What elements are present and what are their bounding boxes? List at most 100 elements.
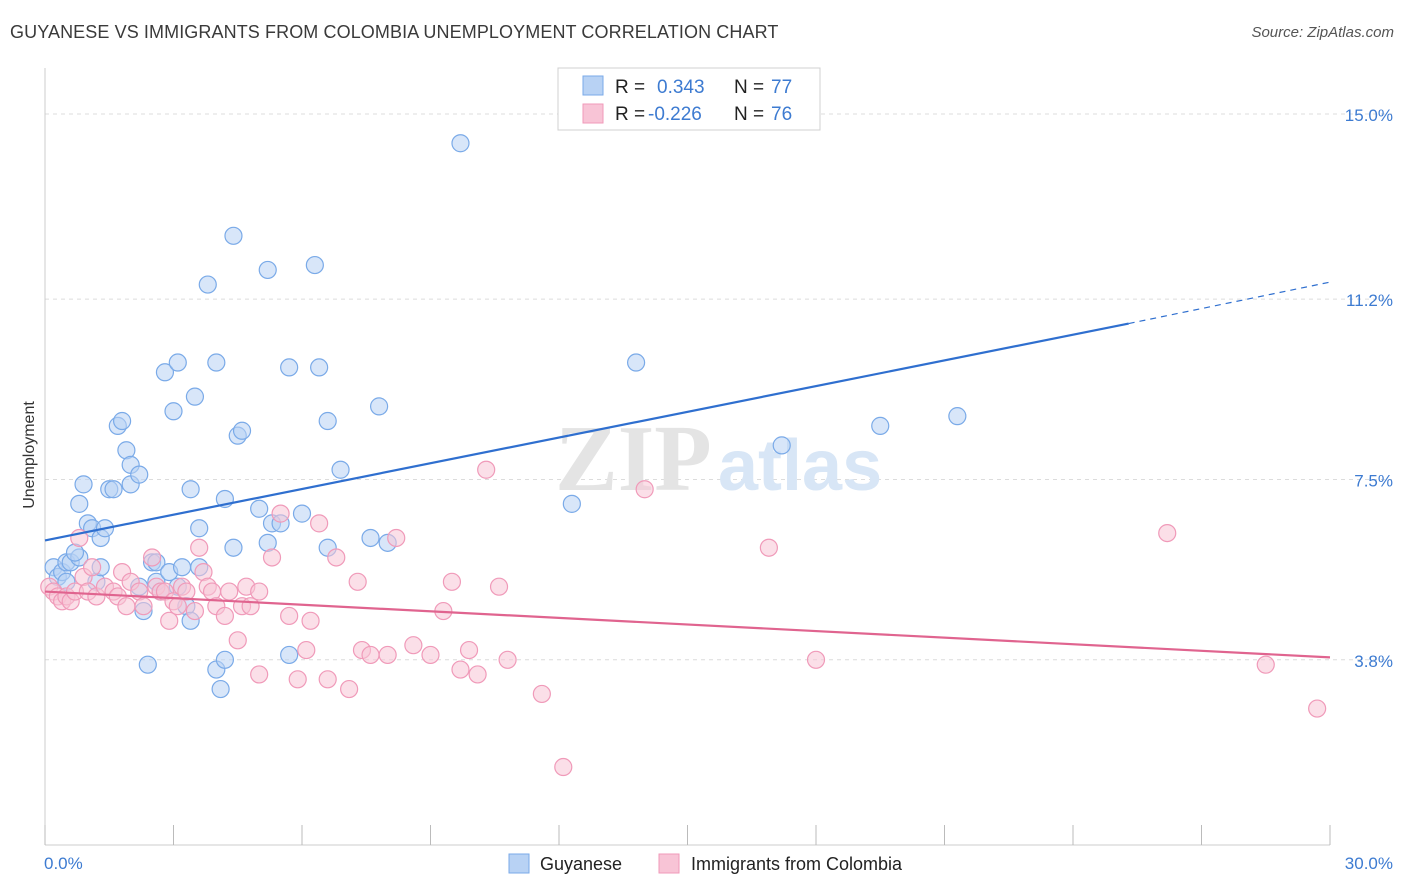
legend-r-value-colombia: -0.226 [648,104,702,125]
legend-n-value-colombia: 76 [771,104,792,125]
point-series-1 [378,645,397,665]
point-series-0 [185,387,205,406]
source-label: Source: ZipAtlas.com [1251,24,1394,41]
watermark: ZIP atlas [555,407,882,511]
point-series-1 [468,665,487,684]
trend-lines [44,281,1331,659]
legend-swatch-guyanese [582,75,604,96]
point-series-1 [806,650,826,669]
point-series-1 [177,582,196,601]
legend-swatch-colombia [582,103,604,124]
point-series-0 [250,499,269,518]
point-series-0 [198,275,217,294]
top-legend: R = 0.343 N = 77 R = -0.226 N = 76 [557,67,821,131]
point-series-0 [871,416,890,435]
point-series-0 [361,528,380,548]
chart-title: GUYANESE VS IMMIGRANTS FROM COLOMBIA UNE… [10,22,779,42]
point-series-1 [280,606,299,626]
y-tick-label-2: 11.2% [1346,291,1393,310]
point-series-1 [554,757,573,777]
point-series-0 [280,358,299,377]
point-series-0 [130,465,149,484]
point-series-1 [301,611,320,630]
point-series-0 [305,255,324,275]
point-series-1 [160,611,179,630]
bottom-legend-label-colombia: Immigrants from Colombia [691,854,903,874]
point-series-0 [310,358,329,377]
point-series-0 [331,460,350,479]
point-series-1 [220,582,239,601]
point-series-0 [172,558,192,577]
point-series-1 [348,572,367,591]
y-axis-title: Unemployment [21,401,38,509]
point-series-1 [477,460,496,479]
x-tick-label-min: 0.0% [44,854,83,873]
point-series-1 [532,684,551,704]
point-series-0 [207,353,226,372]
point-series-0 [280,645,299,665]
point-series-0 [215,650,234,669]
watermark-atlas: atlas [718,426,882,506]
point-series-1 [421,645,440,665]
point-series-1 [250,582,269,601]
point-series-1 [134,597,153,616]
y-tick-label-0: 3.8% [1354,652,1393,671]
point-series-0 [370,397,389,416]
point-series-0 [181,480,200,499]
point-series-1 [215,606,234,626]
bottom-legend-swatch-guyanese [508,853,530,874]
point-series-1 [250,665,269,684]
point-series-0 [138,655,157,674]
point-series-0 [211,679,230,699]
point-series-1 [635,480,654,499]
point-series-0 [772,436,791,455]
point-series-0 [155,363,175,382]
point-series-0 [258,260,277,280]
point-series-1 [117,597,136,616]
bottom-legend-swatch-colombia [658,853,680,874]
point-series-1 [340,679,359,699]
point-series-1 [459,640,479,660]
bottom-legend: Guyanese Immigrants from Colombia [508,853,903,874]
point-series-1 [83,558,102,577]
trend-line-series-1 [44,590,1331,659]
point-series-1 [1308,699,1327,718]
point-series-1 [327,548,346,567]
point-series-1 [361,645,380,665]
x-tick-label-max: 30.0% [1345,854,1393,873]
point-series-1 [404,636,423,655]
point-series-0 [164,402,183,421]
point-series-0 [232,421,252,440]
point-series-0 [292,504,312,523]
legend-r-label-1: R = [615,77,645,98]
legend-n-label-1: N = [734,77,764,98]
point-series-0 [112,411,132,431]
point-series-1 [142,548,162,567]
point-series-1 [1158,524,1177,543]
trend-line-extension-series-0 [1128,281,1331,325]
legend-n-label-2: N = [734,104,764,125]
point-series-0 [318,411,337,431]
y-tick-label-3: 15.0% [1345,106,1393,125]
point-series-1 [1256,655,1275,674]
point-series-1 [310,514,329,533]
point-series-1 [190,538,209,557]
watermark-zip: ZIP [555,407,712,511]
point-series-1 [387,528,406,548]
point-series-0 [104,480,123,499]
point-series-0 [948,407,967,426]
point-series-0 [451,134,470,153]
point-series-1 [228,631,247,650]
point-series-1 [288,670,307,689]
legend-r-value-guyanese: 0.343 [657,77,705,98]
point-series-0 [168,353,187,372]
point-series-0 [70,494,89,513]
point-series-1 [759,538,778,557]
point-series-1 [271,504,290,523]
legend-r-label-2: R = [615,104,645,125]
axes [44,68,1331,846]
point-series-0 [626,353,646,372]
grid-lines [45,113,1392,661]
legend-n-value-guyanese: 77 [771,77,792,98]
